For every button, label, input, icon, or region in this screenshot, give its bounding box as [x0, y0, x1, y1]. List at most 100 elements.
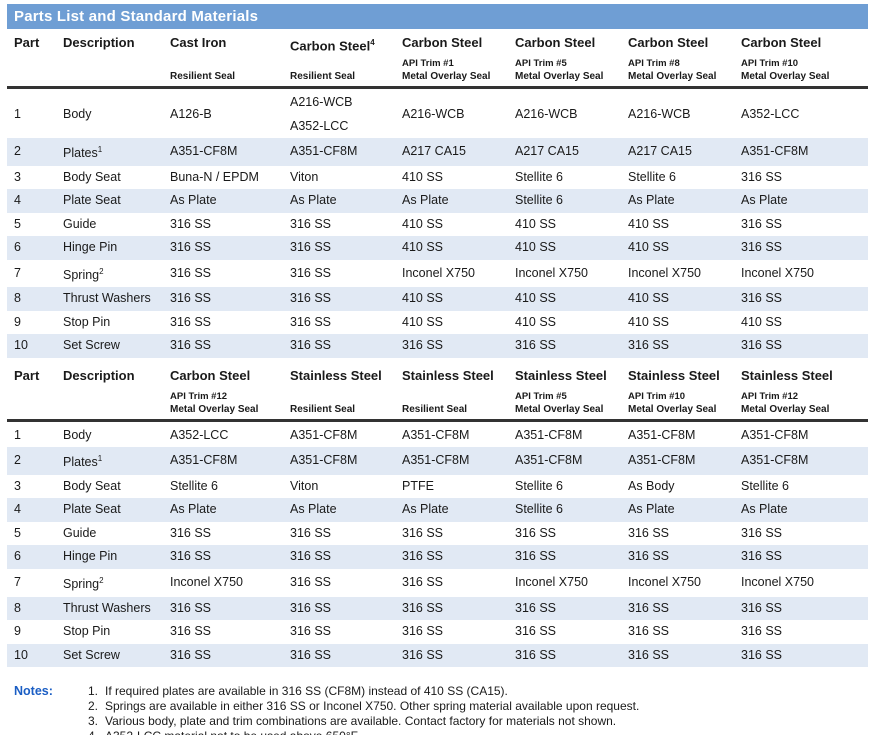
part-number-cell: 6 [14, 549, 21, 564]
material-cell: A351-CF8M [628, 427, 696, 442]
column-header: Stainless Steel API Trim #12 Metal Overlay… [741, 367, 868, 419]
cell-text: Stop Pin [63, 314, 111, 329]
column-header-name: Description [63, 34, 170, 51]
material-cell: Viton [290, 478, 319, 493]
material-cell: A351-CF8M [515, 453, 583, 468]
cell-text: Body Seat [63, 478, 121, 493]
material-cell: 316 SS [628, 525, 670, 540]
material-cell: 316 SS [741, 600, 783, 615]
note-item: 1. If required plates are available in 31… [88, 684, 639, 699]
section-title-bar: Parts List and Standard Materials [7, 4, 868, 29]
column-header-name: Carbon Steel [515, 34, 628, 51]
part-number-cell: 7 [14, 265, 21, 280]
cell-text: Cast Iron [170, 35, 227, 50]
material-cell: 316 SS [170, 314, 212, 329]
material-cell: As Plate [741, 193, 788, 208]
material-cell: As Body [628, 478, 675, 493]
column-header-seal: Resilient Seal [290, 71, 356, 82]
part-number-cell: 4 [14, 193, 21, 208]
material-cell: A351-CF8M [170, 453, 238, 468]
column-header-subtitles: API Trim #10 Metal Overlay Seal [741, 57, 868, 84]
cell-text: Carbon Steel [628, 35, 709, 50]
material-cell: 410 SS [515, 291, 557, 306]
description-cell: Body Seat [63, 166, 170, 190]
notes-section: Notes: 1. If required plates are availabl… [7, 684, 868, 735]
material-cell: A217 CA15 [628, 144, 692, 159]
cell-superscript: 2 [99, 266, 104, 276]
column-header-name: Stainless Steel [290, 367, 402, 384]
column-header-subtitles: API Trim #5 Metal Overlay Seal [515, 390, 628, 417]
cell-superscript: 2 [99, 575, 104, 585]
description-cell: Stop Pin [63, 311, 170, 335]
note-number: 4. [88, 729, 105, 735]
note-text: Springs are available in either 316 SS o… [105, 698, 640, 713]
material-cell: 316 SS [290, 265, 332, 280]
material-cell: 316 SS [402, 549, 444, 564]
materials-table-lower: Part Description Carbon Steel API Trim #12 M… [7, 367, 868, 668]
material-cell: As Plate [741, 502, 788, 517]
part-number-cell: 8 [14, 600, 21, 615]
note-number: 2. [88, 698, 99, 713]
material-cell: 316 SS [402, 525, 444, 540]
material-cell: 316 SS [628, 338, 670, 353]
cell-text: Set Screw [63, 338, 120, 353]
material-cell: 316 SS [402, 575, 444, 590]
column-header-trim: API Trim #10 [628, 390, 686, 402]
table-row: 7 Spring2 Inconel X750 316 SS 316 SS Inconel … [7, 569, 868, 597]
column-header-seal: Metal Overlay Seal [402, 71, 491, 82]
material-cell: 316 SS [290, 525, 332, 540]
cell-text: Stainless Steel [290, 367, 382, 383]
column-header-seal: Metal Overlay Seal [628, 71, 717, 82]
column-header-subtitles: Resilient Seal [402, 403, 515, 417]
material-cell: A351-CF8M [402, 453, 470, 468]
column-header: Stainless Steel Resilient Seal [402, 367, 515, 419]
description-cell: Spring2 [63, 569, 170, 597]
table-row: 3 Body Seat Buna-N / EPDM Viton 410 SS Stelli… [7, 166, 868, 190]
material-cell: 316 SS [290, 314, 332, 329]
cell-text: Set Screw [63, 647, 120, 662]
material-cell: 410 SS [515, 216, 557, 231]
column-header-name: Part [14, 34, 63, 51]
description-cell: Thrust Washers [63, 597, 170, 621]
column-header-seal: Metal Overlay Seal [515, 71, 604, 82]
note-item: 4.A352-LCC material not to be used above… [88, 729, 639, 735]
material-cell: 316 SS [170, 525, 212, 540]
part-number-cell: 10 [14, 338, 28, 353]
description-cell: Hinge Pin [63, 236, 170, 260]
note-item: 3. Various body, plate and trim combinati… [88, 714, 639, 729]
table-header-row: Part Description Carbon Steel API Trim #12 M… [7, 367, 868, 422]
table-row: 1 Body A126-B A216-WCB A352-LCC A216-WCB A216… [7, 91, 868, 138]
column-header: Carbon Steel API Trim #8 Metal Overlay Sea… [628, 34, 741, 86]
column-header-subtitles: API Trim #8 Metal Overlay Seal [628, 57, 741, 84]
note-item: 2. Springs are available in either 316 SS… [88, 699, 639, 714]
column-header-seal: Resilient Seal [170, 71, 236, 82]
material-cell: A351-CF8M [402, 427, 470, 442]
material-cell: A216-WCB A352-LCC [290, 95, 353, 133]
material-cell: Stellite 6 [628, 169, 676, 184]
column-header-subtitles: Resilient Seal [290, 403, 402, 417]
column-header-seal: Metal Overlay Seal [515, 403, 604, 415]
cell-text: Stainless Steel [515, 367, 607, 383]
description-cell: Stop Pin [63, 620, 170, 644]
material-cell: 316 SS [170, 291, 212, 306]
cell-text: Carbon Steel [170, 367, 251, 383]
cell-text: Description [63, 35, 135, 50]
material-cell: 316 SS [515, 600, 557, 615]
column-header-subtitles: Resilient Seal [290, 70, 402, 84]
material-cell: Stellite 6 [741, 478, 789, 493]
column-header-seal: Metal Overlay Seal [741, 71, 830, 82]
material-cell: 316 SS [741, 169, 783, 184]
table-row: 10 Set Screw 316 SS 316 SS 316 SS 316 SS 316 S… [7, 643, 868, 668]
cell-text: Stainless Steel [741, 367, 833, 383]
part-number-cell: 4 [14, 502, 21, 517]
material-cell: 410 SS [515, 240, 557, 255]
material-cell: 316 SS [515, 525, 557, 540]
part-number-cell: 10 [14, 647, 28, 662]
material-cell: A351-CF8M [290, 427, 358, 442]
material-cell: Stellite 6 [170, 478, 218, 493]
cell-text: Spring [63, 577, 100, 592]
column-header-subtitles: API Trim #12 Metal Overlay Seal [741, 390, 868, 417]
material-cell: A351-CF8M [290, 453, 358, 468]
description-cell: Body [63, 103, 170, 127]
